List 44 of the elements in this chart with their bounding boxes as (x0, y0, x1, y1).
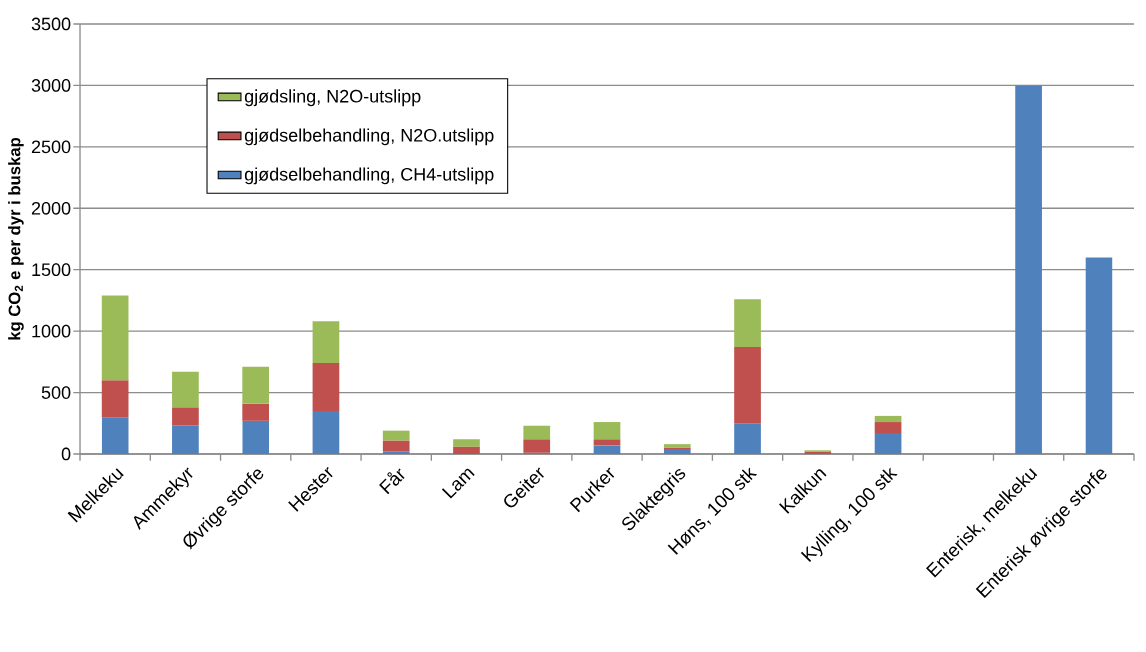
bar (242, 420, 270, 454)
bar (874, 422, 902, 434)
bar (172, 371, 199, 408)
bar (101, 380, 129, 418)
y-tick-label: 1000 (32, 324, 71, 338)
bar (101, 417, 129, 454)
y-tick-label: 3000 (31, 79, 71, 92)
bar (734, 423, 761, 454)
bar (874, 415, 902, 423)
y-tick-label: 0 (61, 447, 71, 461)
bar (242, 403, 270, 421)
bar (874, 433, 902, 454)
bar (453, 439, 480, 447)
y-tick-label: 3500 (31, 17, 71, 31)
legend-label: gjødselbehandling, CH4-utslipp (244, 167, 494, 185)
bar (382, 440, 410, 452)
bar (593, 445, 621, 454)
bar (593, 439, 621, 446)
bar (734, 299, 761, 348)
y-axis-title: kg CO$_{2}$ e per dyr i buskap (8, 137, 24, 340)
legend-label: gjødsling, N2O-utslipp (244, 89, 421, 107)
bar (734, 347, 761, 424)
y-tick-label: 1500 (32, 263, 71, 277)
y-tick-label: 500 (41, 386, 71, 399)
bar (312, 410, 340, 454)
x-tick-label: Får (379, 468, 405, 495)
bar (1015, 85, 1042, 454)
bar (101, 295, 129, 381)
bar (312, 363, 340, 411)
bar (1085, 257, 1113, 454)
bar (453, 446, 480, 454)
bar (382, 430, 410, 441)
bar (242, 366, 270, 404)
bar (523, 425, 551, 440)
bar (312, 321, 340, 364)
bar (172, 425, 199, 454)
bar (593, 422, 621, 440)
y-tick-label: 2000 (31, 201, 71, 215)
y-tick-label: 2500 (31, 140, 71, 154)
legend-label: gjødselbehandling, N2O.utslipp (244, 128, 494, 146)
x-tick-label: Lam (441, 468, 475, 499)
bar (523, 439, 551, 453)
bar (172, 407, 199, 426)
bar (663, 449, 691, 454)
